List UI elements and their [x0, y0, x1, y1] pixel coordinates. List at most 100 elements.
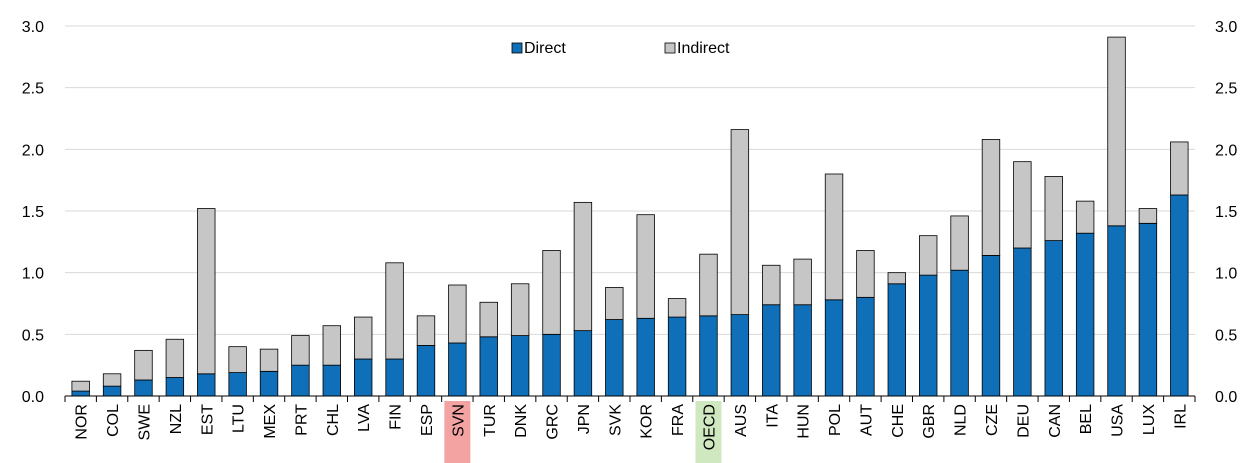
- y-tick-label-right: 1.0: [1215, 266, 1237, 283]
- y-tick-label-right: 2.5: [1215, 81, 1237, 98]
- bars: [71, 36, 1189, 397]
- bar-direct-swe: [134, 379, 153, 397]
- bar-indirect-deu: [1013, 161, 1032, 249]
- bar-indirect-hun: [793, 258, 812, 306]
- bar-direct-oecd: [699, 315, 718, 397]
- x-tick-label: SVN: [450, 404, 467, 437]
- bar-direct-pol: [824, 299, 844, 397]
- x-tick-label: ESP: [419, 404, 436, 436]
- bar-direct-mex: [259, 370, 279, 397]
- legend-label-indirect: Indirect: [677, 40, 730, 57]
- category-highlights: [444, 401, 722, 463]
- x-tick-label: LUX: [1141, 404, 1158, 435]
- bar-direct-col: [102, 385, 122, 397]
- legend-swatch-indirect: [664, 42, 676, 54]
- bar-direct-fin: [385, 358, 404, 397]
- x-tick-label: ITA: [764, 404, 781, 428]
- x-tick-label: FIN: [388, 404, 405, 430]
- x-tick-label: HUN: [796, 404, 813, 439]
- bar-direct-dnk: [510, 335, 530, 397]
- x-tick-label: COL: [105, 404, 122, 437]
- bar-indirect-oecd: [699, 253, 718, 317]
- bar-indirect-gbr: [919, 235, 938, 276]
- y-tick-label-left: 1.0: [22, 266, 44, 283]
- bar-direct-aut: [856, 296, 875, 397]
- y-tick-label-left: 2.0: [22, 142, 44, 159]
- bar-indirect-chl: [322, 325, 341, 366]
- x-tick-label: NZL: [168, 404, 185, 434]
- x-tick-label: USA: [1110, 404, 1127, 437]
- bar-indirect-can: [1044, 176, 1063, 241]
- x-tick-label: DNK: [513, 404, 530, 438]
- y-tick-label-right: 1.5: [1215, 204, 1237, 221]
- x-tick-label: CZE: [984, 404, 1001, 436]
- x-tick-label: DEU: [1015, 404, 1032, 438]
- bar-direct-irl: [1170, 194, 1189, 397]
- bar-direct-esp: [416, 345, 436, 397]
- bar-indirect-che: [887, 272, 906, 285]
- y-tick-label-right: 0.0: [1215, 389, 1237, 406]
- bar-direct-kor: [636, 317, 655, 397]
- bar-indirect-lux: [1138, 208, 1158, 224]
- bar-direct-prt: [291, 364, 310, 397]
- y-tick-label-right: 0.5: [1215, 327, 1237, 344]
- bar-direct-svk: [605, 319, 624, 397]
- bar-direct-ita: [762, 304, 781, 397]
- bar-indirect-lva: [354, 316, 373, 360]
- x-tick-label: JPN: [576, 404, 593, 434]
- bar-indirect-usa: [1107, 36, 1126, 227]
- bar-indirect-svn: [448, 284, 467, 344]
- bar-indirect-pol: [824, 173, 844, 301]
- legend-swatch-direct: [511, 42, 523, 54]
- legend-label-direct: Direct: [524, 40, 566, 57]
- y-axis-left-ticks: 0.0 0.5 1.0 1.5 2.0 2.5 3.0: [22, 19, 44, 406]
- bar-indirect-fin: [385, 262, 404, 360]
- bar-indirect-tur: [479, 301, 498, 338]
- x-tick-label: SVK: [607, 404, 624, 436]
- highlight-oecd: [695, 401, 722, 463]
- x-tick-label: CHE: [890, 404, 907, 438]
- bar-direct-nld: [950, 269, 969, 397]
- bar-direct-grc: [542, 333, 561, 397]
- x-tick-label: MEX: [262, 404, 279, 439]
- bar-indirect-aut: [856, 250, 875, 298]
- y-tick-label-left: 0.0: [22, 389, 44, 406]
- bar-indirect-jpn: [573, 201, 593, 332]
- bar-direct-chl: [322, 364, 341, 397]
- bar-indirect-prt: [291, 335, 310, 366]
- bar-indirect-kor: [636, 214, 655, 319]
- y-tick-label-right: 3.0: [1215, 19, 1237, 36]
- x-tick-label: TUR: [482, 404, 499, 437]
- highlight-svn: [444, 401, 471, 463]
- x-tick-label: LVA: [356, 404, 373, 432]
- x-tick-label: NOR: [74, 404, 91, 440]
- bar-direct-jpn: [573, 330, 593, 397]
- gridlines: [65, 25, 1195, 335]
- x-tick-label: OECD: [701, 404, 718, 450]
- x-axis-ticks: NOR COL SWE NZL EST LTU MEX PRT CHL LVA FIN ESP SVN T…: [74, 404, 1190, 451]
- bar-direct-fra: [667, 316, 687, 397]
- bar-direct-bel: [1075, 232, 1095, 397]
- bar-indirect-col: [102, 373, 122, 387]
- x-tick-label: CHL: [325, 404, 342, 436]
- bar-indirect-irl: [1170, 141, 1189, 196]
- bar-indirect-nzl: [165, 338, 185, 378]
- bar-direct-svn: [448, 342, 467, 397]
- bar-indirect-bel: [1075, 200, 1095, 234]
- bar-indirect-cze: [981, 139, 1001, 256]
- bar-indirect-ltu: [228, 346, 247, 373]
- bar-direct-can: [1044, 240, 1063, 397]
- x-tick-label: POL: [827, 404, 844, 436]
- bar-direct-hun: [793, 304, 812, 397]
- y-tick-label-left: 3.0: [22, 19, 44, 36]
- bar-direct-gbr: [919, 274, 938, 397]
- bar-indirect-nld: [950, 215, 969, 271]
- bar-direct-lux: [1138, 222, 1158, 397]
- y-tick-label-left: 2.5: [22, 81, 44, 98]
- bar-indirect-ita: [762, 264, 781, 306]
- bar-direct-che: [887, 283, 906, 397]
- x-tick-label: IRL: [1172, 404, 1189, 429]
- bar-indirect-swe: [134, 349, 153, 381]
- bar-direct-nor: [71, 390, 90, 397]
- bar-direct-lva: [354, 358, 373, 397]
